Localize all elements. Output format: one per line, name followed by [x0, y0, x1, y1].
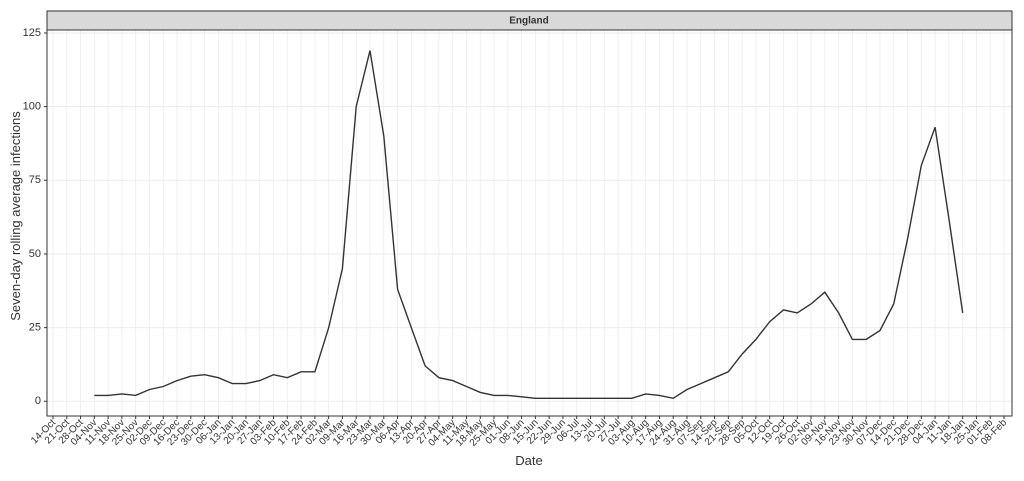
y-tick-label: 75: [29, 174, 41, 186]
line: [94, 50, 964, 400]
y-tick-label: 50: [29, 248, 41, 260]
panel: [47, 30, 1012, 416]
y-tick-label: 0: [35, 395, 41, 407]
y-tick-label: 125: [23, 27, 41, 39]
y-axis-title: Seven-day rolling average infections: [8, 111, 23, 321]
panel-border: [46, 29, 1013, 417]
y-tick-label: 100: [23, 101, 41, 113]
y-tick-label: 25: [29, 322, 41, 334]
x-axis-title: Date: [515, 453, 542, 468]
strip-title: England: [509, 16, 548, 27]
